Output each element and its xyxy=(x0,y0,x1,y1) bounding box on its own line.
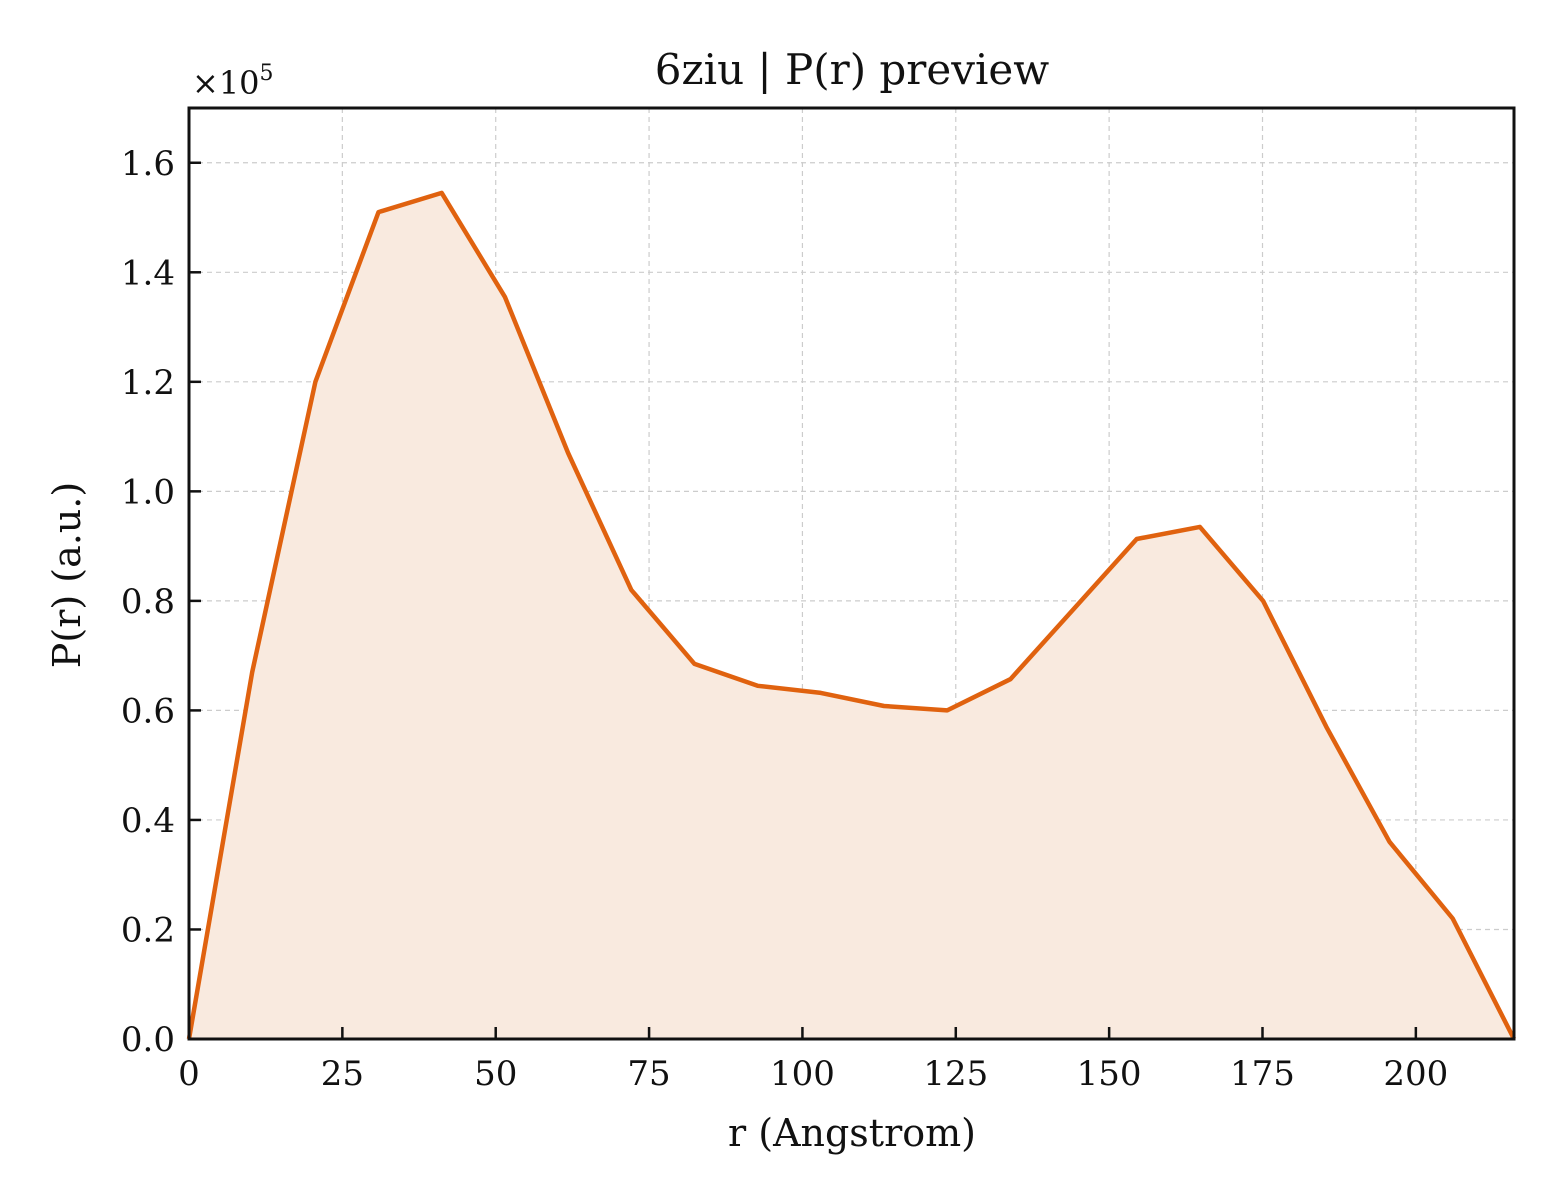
y-axis-multiplier: ×105 xyxy=(192,61,274,102)
x-tick-label: 125 xyxy=(923,1054,988,1094)
x-tick-label: 100 xyxy=(770,1054,835,1094)
series-area-fill xyxy=(189,192,1514,1039)
y-tick-label: 0.0 xyxy=(121,1020,175,1060)
y-tick-label: 0.2 xyxy=(121,910,175,950)
y-tick-label: 1.6 xyxy=(121,144,175,184)
y-axis-multiplier-exponent: 5 xyxy=(260,61,274,86)
x-tick-label: 75 xyxy=(627,1054,670,1094)
y-tick-label: 1.4 xyxy=(121,253,175,293)
x-tick-label: 50 xyxy=(474,1054,517,1094)
y-axis-label: P(r) (a.u.) xyxy=(45,482,89,668)
plot-frame xyxy=(187,106,1516,1041)
x-tick-label: 200 xyxy=(1383,1054,1448,1094)
x-tick-label: 0 xyxy=(178,1054,200,1094)
x-axis-label: r (Angstrom) xyxy=(728,1111,976,1155)
x-tick-label: 25 xyxy=(321,1054,364,1094)
y-tick-label: 1.0 xyxy=(121,472,175,512)
x-tick-label: 150 xyxy=(1077,1054,1142,1094)
y-tick-label: 0.8 xyxy=(121,582,175,622)
y-tick-label: 0.4 xyxy=(121,801,175,841)
series-line xyxy=(186,190,1517,1041)
y-tick-label: 0.6 xyxy=(121,691,175,731)
x-tick-label: 175 xyxy=(1230,1054,1295,1094)
y-axis-multiplier-base: ×10 xyxy=(192,64,260,102)
chart-title: 6ziu | P(r) preview xyxy=(655,45,1049,94)
axis-ticks: 0 25 50 75 100 125 150 175 200 0.0 0.2 0.4 0.6 0.8 1.0… xyxy=(121,144,1448,1094)
y-tick-label: 1.2 xyxy=(121,363,175,403)
